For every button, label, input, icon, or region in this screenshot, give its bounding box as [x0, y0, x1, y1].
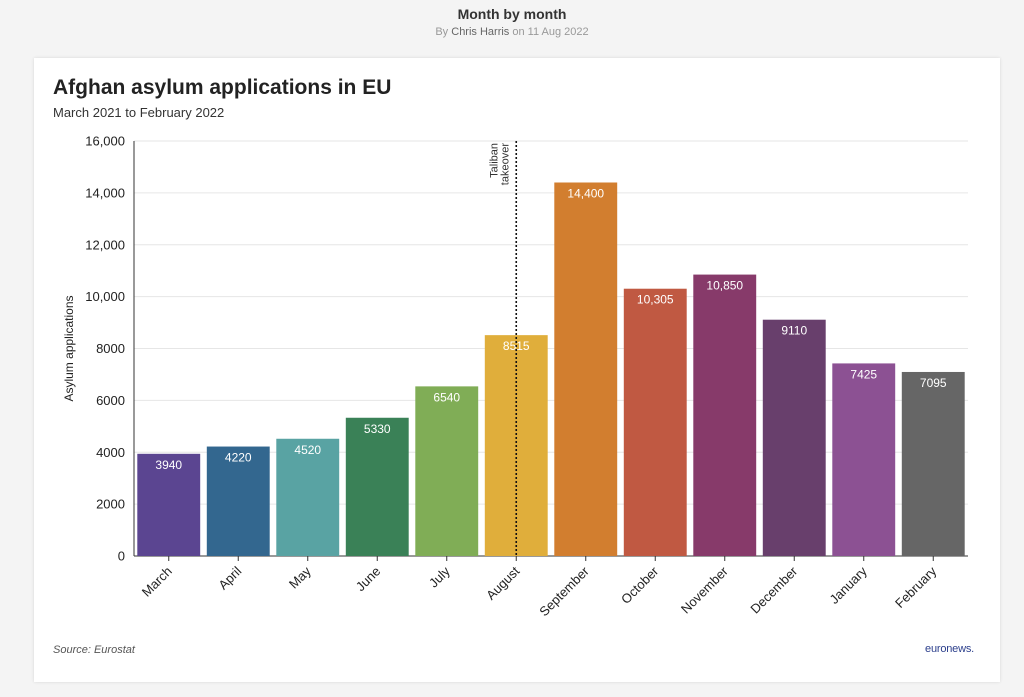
bar-chart: 0 2000 4000 6000 8000 10,000 12,000 14,000 16,00… — [62, 134, 968, 619]
bar-value-label: 14,400 — [567, 187, 604, 201]
page-title: Month by month — [457, 6, 567, 22]
bar-value-label: 6540 — [433, 390, 460, 404]
chart-title: Afghan asylum applications in EU — [53, 76, 392, 99]
bar-february — [901, 371, 965, 556]
chart-card: Afghan asylum applications in EU March 2… — [34, 58, 1000, 682]
euronews-logo[interactable]: euronews. — [925, 643, 974, 655]
y-tick-label: 4000 — [96, 445, 125, 460]
bar-november — [693, 274, 757, 556]
bar-july — [415, 386, 479, 556]
y-tick-label: 8000 — [96, 341, 125, 356]
y-tick-label: 16,000 — [85, 134, 125, 149]
y-tick-label: 12,000 — [85, 237, 125, 252]
y-tick-label: 0 — [118, 549, 125, 564]
x-tick-label: July — [426, 563, 453, 590]
page-header: Month by month By Chris Harris on 11 Aug… — [0, 6, 1024, 38]
chart-subtitle: March 2021 to February 2022 — [53, 105, 225, 120]
bar-december — [762, 319, 826, 556]
x-tick-label: March — [139, 564, 175, 600]
y-tick-label: 2000 — [96, 497, 125, 512]
byline-prefix: By — [435, 26, 449, 38]
bar-january — [832, 363, 896, 556]
x-tick-label: November — [678, 563, 731, 616]
bar-value-label: 7095 — [920, 376, 947, 390]
bar-value-label: 7425 — [850, 367, 877, 381]
y-tick-label: 10,000 — [85, 289, 125, 304]
bar-value-label: 10,850 — [706, 279, 743, 293]
bar-april — [206, 446, 270, 556]
bar-value-label: 4220 — [225, 451, 252, 465]
bar-value-label: 4520 — [294, 443, 321, 457]
x-tick-label: August — [483, 563, 522, 602]
author-link[interactable]: Chris Harris — [451, 26, 510, 38]
y-tick-label: 14,000 — [85, 185, 125, 200]
y-tick-label: 6000 — [96, 393, 125, 408]
x-tick-label: May — [286, 563, 314, 591]
bar-march — [137, 453, 201, 556]
bar-may — [276, 438, 340, 556]
x-tick-label: February — [892, 563, 940, 611]
bar-value-label: 3940 — [155, 458, 182, 472]
bar-value-label: 9110 — [781, 324, 807, 338]
x-tick-label: June — [353, 564, 384, 595]
publish-date: on 11 Aug 2022 — [512, 26, 589, 38]
x-tick-label: October — [618, 563, 662, 607]
y-axis-label: Asylum applications — [62, 295, 76, 401]
bar-october — [623, 288, 687, 556]
x-tick-label: April — [215, 563, 244, 592]
source-note: Source: Eurostat — [53, 644, 135, 656]
bar-value-label: 10,305 — [637, 293, 674, 307]
bar-september — [554, 182, 618, 556]
annotation-text: Taliban — [488, 143, 500, 178]
x-tick-label: September — [536, 563, 592, 619]
x-tick-label: January — [827, 563, 871, 607]
x-tick-label: December — [747, 563, 800, 616]
bar-value-label: 5330 — [364, 422, 391, 436]
annotation-text: takeover — [499, 143, 511, 186]
byline: By Chris Harris on 11 Aug 2022 — [0, 26, 1024, 38]
bar-june — [345, 417, 409, 556]
